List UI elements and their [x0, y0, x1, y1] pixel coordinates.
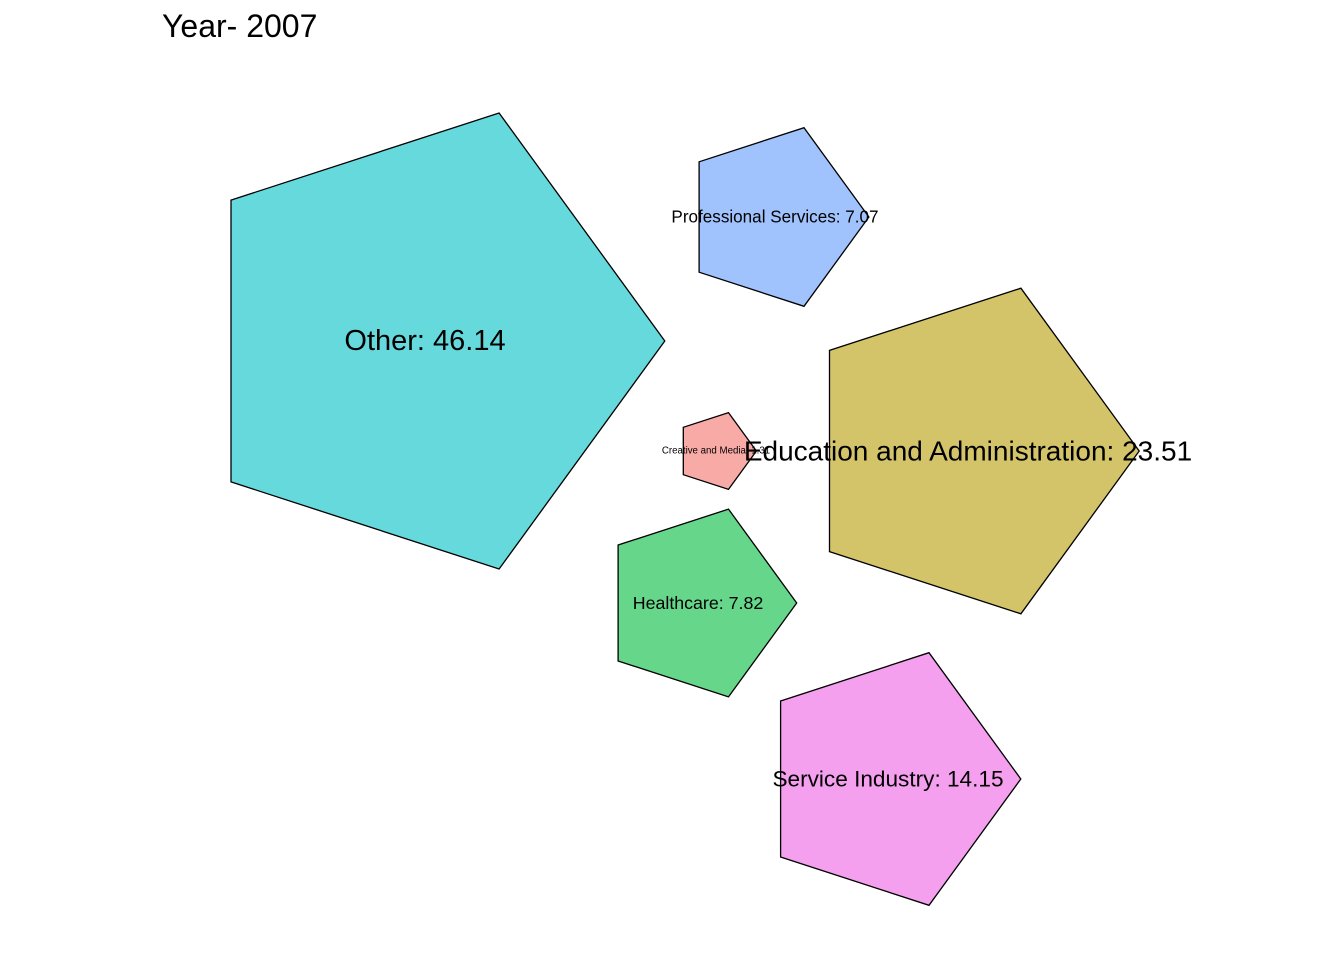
bubble-service-industry: [779, 651, 1022, 907]
bubble-label-creative-and-media: Creative and Media: 1.31: [662, 446, 770, 457]
bubble-label-other: Other: 46.14: [344, 325, 505, 357]
bubble-label-professional-services: Professional Services: 7.07: [671, 208, 878, 227]
bubble-label-healthcare: Healthcare: 7.82: [633, 593, 763, 613]
bubble-label-service-industry: Service Industry: 14.15: [772, 767, 1003, 792]
bubble-professional-services: [698, 126, 870, 308]
bubble-label-education-and-administration: Education and Administration: 23.51: [744, 436, 1192, 467]
chart-title: Year- 2007: [162, 8, 318, 44]
bubble-education-and-administration: [828, 287, 1141, 615]
bubble-other: [230, 112, 666, 570]
bubble-creative-and-media: [682, 411, 758, 491]
bubble-healthcare: [617, 508, 798, 698]
